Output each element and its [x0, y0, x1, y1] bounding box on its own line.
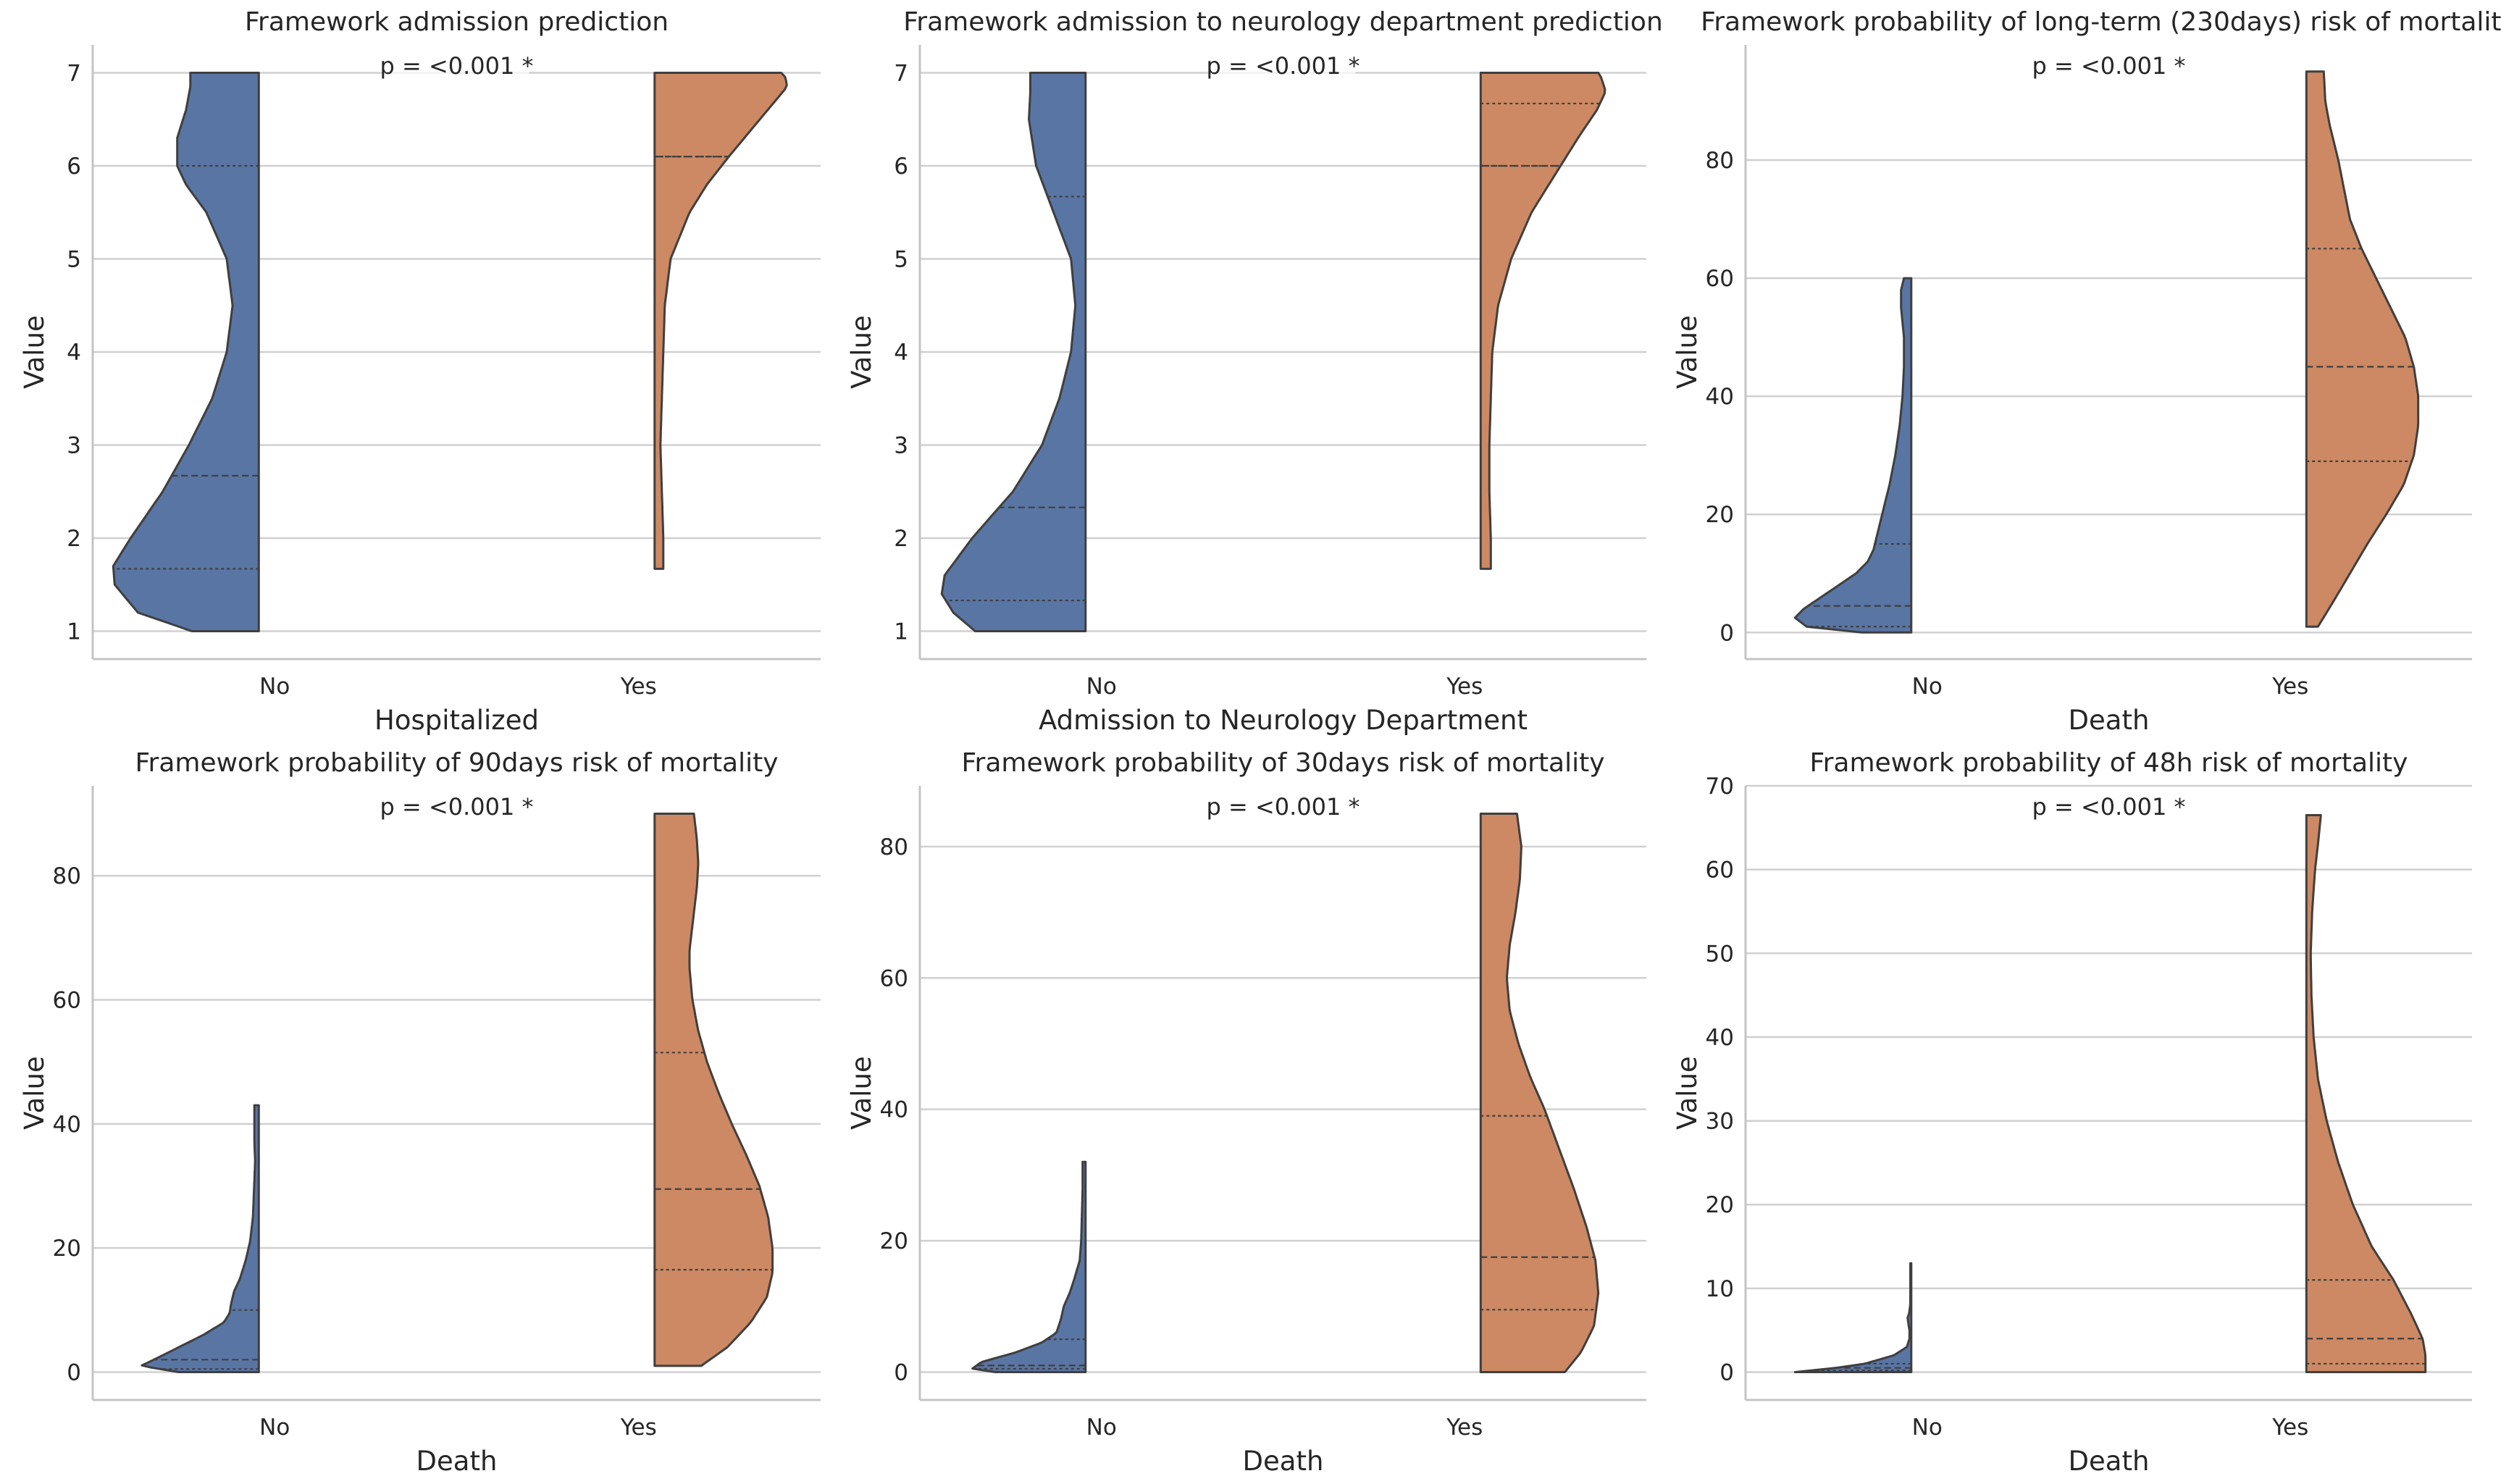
x-tick-label: No: [1912, 674, 1943, 700]
p-value-annotation: p = <0.001 *: [1206, 793, 1360, 821]
panel-title: Framework probability of 30days risk of …: [961, 748, 1604, 778]
p-value-annotation: p = <0.001 *: [2032, 793, 2185, 821]
x-tick-label: Yes: [1446, 1414, 1483, 1441]
annotation-box: [1210, 49, 1356, 83]
violin-no: [1793, 277, 1913, 634]
y-tick-label: 80: [1706, 148, 1734, 174]
y-tick-label: 30: [1706, 1109, 1734, 1135]
y-axis-label: Value: [19, 315, 50, 389]
violin-no: [971, 1160, 1087, 1373]
y-tick-label: 4: [67, 340, 81, 366]
x-tick-label: No: [259, 674, 290, 700]
panel-title: Framework probability of 48h risk of mor…: [1810, 748, 2408, 778]
violin-yes: [1479, 813, 1600, 1373]
panel-title: Framework probability of long-term (230d…: [1701, 7, 2501, 37]
x-tick-label: Yes: [1446, 674, 1483, 700]
y-tick-label: 3: [894, 432, 908, 458]
panel-4: 0 20 40 60 80 No Yes p = <0.001 * Framework prob…: [19, 748, 821, 1477]
x-tick-label: No: [1086, 674, 1117, 700]
y-tick-label: 1: [67, 619, 81, 645]
violin-no: [1793, 1262, 1913, 1373]
panel-title: Framework probability of 90days risk of …: [135, 748, 778, 778]
annotation-box: [2036, 790, 2182, 824]
y-tick-label: 6: [67, 154, 81, 180]
y-tick-label: 20: [1706, 1192, 1734, 1218]
violin-yes: [653, 72, 788, 570]
y-tick-label: 0: [1719, 620, 1734, 646]
y-tick-label: 20: [1706, 502, 1734, 528]
y-tick-label: 1: [894, 619, 908, 645]
panel-title: Framework admission prediction: [245, 7, 669, 37]
y-axis-label: Value: [1672, 1056, 1703, 1130]
panel-2: 1 2 3 4 5 6 7 No Yes p = <0.001 * Framework admiss…: [846, 7, 1663, 736]
x-axis-label: Death: [416, 1446, 498, 1477]
x-tick-label: No: [259, 1414, 290, 1441]
violin-no: [940, 72, 1087, 632]
y-tick-label: 60: [1706, 266, 1734, 292]
p-value-annotation: p = <0.001 *: [380, 793, 533, 821]
y-tick-label: 4: [894, 340, 908, 366]
y-tick-label: 2: [67, 526, 81, 552]
x-tick-label: No: [1086, 1414, 1117, 1441]
annotation-box: [1210, 790, 1356, 824]
y-axis-label: Value: [846, 1056, 877, 1130]
p-value-annotation: p = <0.001 *: [2032, 52, 2185, 80]
x-axis-label: Death: [1243, 1446, 1324, 1477]
x-tick-label: Yes: [2271, 674, 2308, 700]
x-tick-label: Yes: [620, 674, 657, 700]
y-tick-label: 0: [67, 1359, 81, 1386]
violin-yes: [1479, 72, 1606, 570]
y-tick-label: 7: [67, 61, 81, 87]
y-axis-label: Value: [846, 315, 877, 389]
violin-no: [141, 1104, 260, 1373]
y-tick-label: 10: [1706, 1276, 1734, 1302]
panel-1: 1 2 3 4 5 6 7 No Yes p = <0.001 * Framework admiss…: [19, 7, 821, 736]
y-tick-label: 40: [1706, 384, 1734, 410]
y-tick-label: 5: [894, 247, 908, 273]
x-tick-label: Yes: [620, 1414, 657, 1441]
annotation-box: [384, 49, 529, 83]
x-axis-label: Hospitalized: [374, 705, 539, 736]
panel-3: 0 20 40 60 80 No Yes p = <0.001 * Framework prob…: [1672, 7, 2501, 736]
y-axis-label: Value: [19, 1056, 50, 1130]
x-axis-label: Admission to Neurology Department: [1039, 705, 1528, 736]
violin-yes: [2305, 814, 2427, 1373]
y-tick-label: 3: [67, 432, 81, 458]
panel-6: 0 10 20 30 40 50 60 70 No Yes p = <0.001 * Framewor…: [1672, 748, 2472, 1477]
y-tick-label: 80: [880, 834, 908, 860]
y-tick-label: 20: [53, 1236, 81, 1262]
y-tick-label: 60: [53, 988, 81, 1014]
annotation-box: [384, 790, 529, 824]
x-axis-label: Death: [2069, 1446, 2150, 1477]
y-tick-label: 40: [880, 1097, 908, 1123]
violin-yes: [2305, 70, 2420, 628]
x-tick-label: Yes: [2271, 1414, 2308, 1441]
y-tick-label: 6: [894, 154, 908, 180]
y-tick-label: 50: [1706, 941, 1734, 967]
annotation-box: [2036, 49, 2182, 83]
y-axis-label: Value: [1672, 315, 1703, 389]
panel-5: 0 20 40 60 80 No Yes p = <0.001 * Framework prob…: [846, 748, 1646, 1477]
y-tick-label: 70: [1706, 774, 1734, 800]
y-tick-label: 80: [53, 863, 81, 889]
violin-no: [112, 72, 260, 632]
y-tick-label: 7: [894, 61, 908, 87]
violin-yes: [653, 813, 774, 1367]
y-tick-label: 40: [1706, 1025, 1734, 1051]
x-tick-label: No: [1912, 1414, 1943, 1441]
p-value-annotation: p = <0.001 *: [380, 52, 533, 80]
y-tick-label: 40: [53, 1112, 81, 1138]
y-tick-label: 5: [67, 247, 81, 273]
y-tick-label: 60: [880, 965, 908, 992]
p-value-annotation: p = <0.001 *: [1206, 52, 1360, 80]
y-tick-label: 2: [894, 526, 908, 552]
y-tick-label: 0: [1719, 1359, 1734, 1386]
x-axis-label: Death: [2069, 705, 2150, 736]
panel-title: Framework admission to neurology departm…: [903, 7, 1663, 37]
y-tick-label: 20: [880, 1228, 908, 1254]
y-tick-label: 0: [894, 1359, 908, 1386]
y-tick-label: 60: [1706, 858, 1734, 884]
